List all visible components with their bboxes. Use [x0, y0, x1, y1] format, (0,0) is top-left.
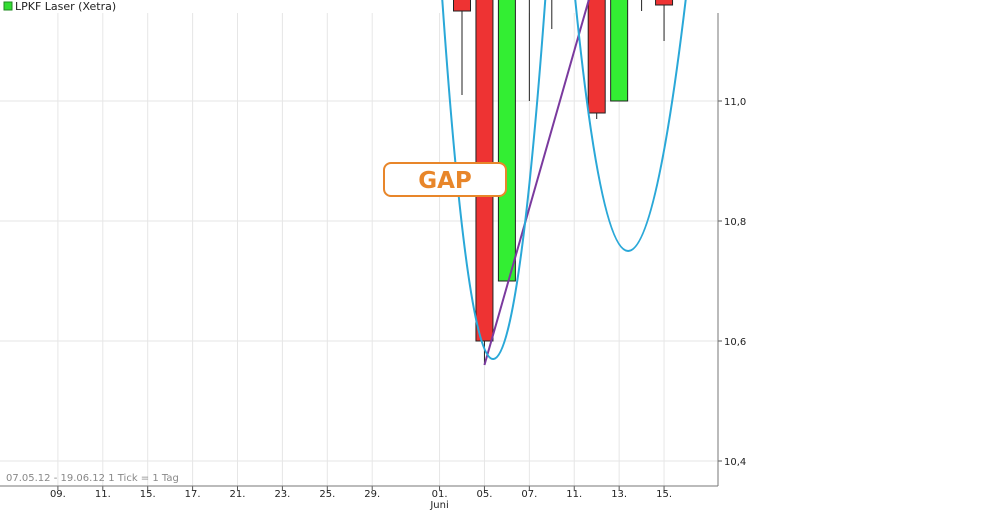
x-tick-label: 05.: [476, 489, 492, 500]
candle-body-up: [610, 0, 629, 102]
x-tick-label: 17.: [185, 489, 201, 500]
x-tick-label: 21.: [230, 489, 246, 500]
y-tick-label: 10,8: [724, 217, 746, 228]
gap-annotation: GAP: [383, 162, 507, 197]
legend: LPKF Laser (Xetra): [3, 0, 116, 13]
x-tick-label: 09.: [50, 489, 66, 500]
x-tick-label: 07.: [521, 489, 537, 500]
y-tick-label: 10,4: [724, 457, 746, 468]
gap-label: GAP: [418, 168, 472, 194]
x-tick-label: 15.: [140, 489, 156, 500]
gap-box: [383, 162, 507, 197]
x-tick-label: 11.: [566, 489, 582, 500]
candle-body-down: [587, 0, 606, 114]
x-tick-label: 01.: [432, 489, 448, 500]
chart-title: LPKF Laser (Xetra): [15, 0, 116, 13]
x-tick-label: 11.: [95, 489, 111, 500]
x-tick-label: 13.: [611, 489, 627, 500]
x-tick-label: 23.: [274, 489, 290, 500]
y-tick-label: 11,0: [724, 97, 746, 108]
legend-swatch: [3, 1, 13, 11]
y-tick-label: 10,6: [724, 337, 746, 348]
candle-body-down: [453, 0, 471, 12]
cup-curve-left: [441, 0, 547, 360]
x-tick-label: 29.: [364, 489, 380, 500]
x-tick-label: 15.: [656, 489, 672, 500]
month-label: Juni: [429, 500, 448, 511]
axes: 10,410,610,811,011,211,411,611,812,012,2…: [0, 13, 746, 511]
cup-curve-right: [574, 0, 687, 252]
candle-body-up: [497, 0, 516, 282]
candle-body-down: [655, 0, 674, 6]
date-range-footer: 07.05.12 - 19.06.12 1 Tick = 1 Tag: [6, 473, 179, 484]
x-tick-label: 25.: [319, 489, 335, 500]
annotation-layer-front: [441, 0, 687, 366]
